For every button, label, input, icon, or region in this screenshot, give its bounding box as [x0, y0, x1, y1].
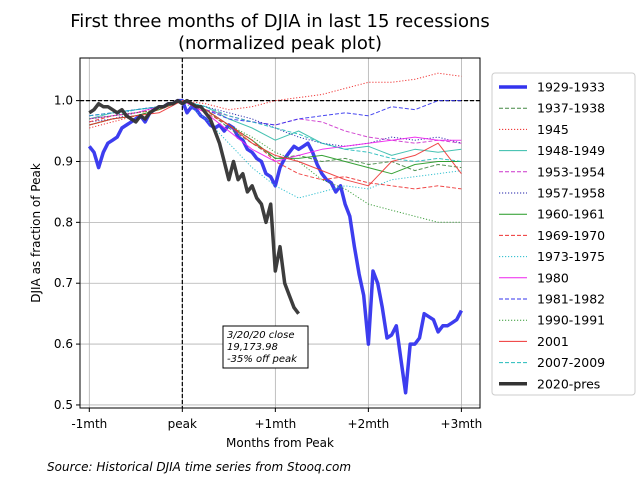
plot-area: -1mth peak +1mth +2mth +3mth 0.5 0.6 0.7 0.8 0.9…	[54, 57, 482, 431]
legend-label-1969-1970: 1969-1970	[537, 228, 605, 243]
legend-label-1953-1954: 1953-1954	[537, 164, 605, 179]
annotation-line-1: 3/20/20 close	[227, 330, 295, 341]
legend-label-1960-1961: 1960-1961	[537, 207, 605, 222]
annotation-line-3: -35% off peak	[227, 354, 298, 365]
legend-label-1945: 1945	[537, 122, 569, 137]
annotation-frame	[222, 325, 309, 369]
plot-frame	[79, 57, 481, 409]
legend-label-1937-1938: 1937-1938	[537, 101, 605, 116]
y-tick-label: 1.0	[54, 94, 73, 108]
x-axis-label: Months from Peak	[226, 436, 334, 450]
x-tick-label: +3mth	[441, 417, 483, 431]
legend-label-1957-1958: 1957-1958	[537, 186, 605, 201]
legend: 1929-1933 1937-1938 1945 1948-1949 1953-1954…	[491, 72, 636, 396]
x-axis-ticks: -1mth peak +1mth +2mth +3mth	[71, 408, 482, 431]
legend-label-1981-1982: 1981-1982	[537, 292, 605, 307]
legend-items: 1929-1933 1937-1938 1945 1948-1949 1953-1954…	[499, 80, 605, 391]
legend-label-1929-1933: 1929-1933	[537, 80, 605, 95]
legend-label-1973-1975: 1973-1975	[537, 249, 605, 264]
series-line-1980	[89, 100, 462, 162]
chart-title-line2: (normalized peak plot)	[178, 33, 382, 54]
series-line-1990-1991	[89, 100, 462, 223]
series-line-2020-pres	[88, 98, 300, 315]
chart-title-line1: First three months of DJIA in last 15 re…	[70, 11, 490, 32]
legend-label-1990-1991: 1990-1991	[537, 313, 605, 328]
annotation-box: 3/20/20 close 19,173.98 -35% off peak	[222, 325, 309, 369]
legend-label-2007-2009: 2007-2009	[537, 355, 605, 370]
annotation-line-2: 19,173.98	[227, 342, 278, 353]
x-tick-label: -1mth	[71, 417, 107, 431]
y-tick-label: 0.9	[54, 154, 73, 168]
y-tick-label: 0.8	[54, 215, 73, 229]
y-tick-label: 0.7	[54, 276, 73, 290]
y-tick-label: 0.6	[54, 337, 73, 351]
series-line-2007-2009	[89, 100, 462, 162]
legend-label-2020-pres: 2020-pres	[537, 376, 600, 391]
y-axis-ticks: 0.5 0.6 0.7 0.8 0.9 1.0	[54, 94, 80, 412]
x-tick-label: +2mth	[348, 417, 390, 431]
y-tick-label: 0.5	[54, 398, 73, 412]
legend-frame	[491, 72, 636, 396]
y-axis-label: DJIA as fraction of Peak	[29, 163, 43, 303]
legend-label-1948-1949: 1948-1949	[537, 143, 605, 158]
reference-lines	[80, 58, 480, 408]
source-note: Source: Historical DJIA time series from…	[47, 460, 351, 474]
x-tick-label: +1mth	[254, 417, 296, 431]
legend-label-1980: 1980	[537, 270, 569, 285]
series-group	[87, 72, 463, 395]
legend-label-2001: 2001	[537, 334, 569, 349]
x-tick-label: peak	[168, 417, 197, 431]
